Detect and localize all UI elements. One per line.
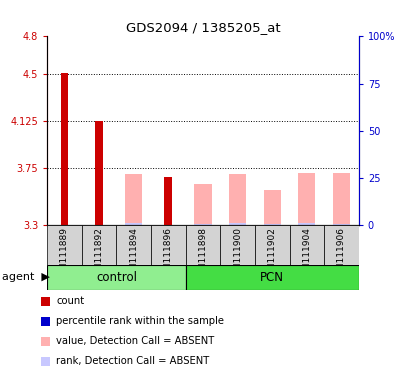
Title: GDS2094 / 1385205_at: GDS2094 / 1385205_at <box>125 21 280 34</box>
Text: agent  ▶: agent ▶ <box>2 272 50 282</box>
Bar <box>185 225 220 265</box>
Bar <box>125 223 142 225</box>
Bar <box>125 174 142 223</box>
Text: GSM111898: GSM111898 <box>198 227 207 281</box>
Bar <box>297 173 315 223</box>
Bar <box>47 225 81 265</box>
Bar <box>95 121 103 225</box>
Bar <box>332 224 349 225</box>
Bar <box>81 225 116 265</box>
Bar <box>47 265 185 290</box>
Text: GSM111906: GSM111906 <box>336 227 345 281</box>
Bar <box>297 223 315 225</box>
Bar <box>332 173 349 224</box>
Text: value, Detection Call = ABSENT: value, Detection Call = ABSENT <box>56 336 214 346</box>
Bar <box>185 265 358 290</box>
Text: GSM111889: GSM111889 <box>60 227 69 281</box>
Bar <box>61 218 68 225</box>
Bar <box>228 223 246 225</box>
Bar <box>263 224 280 225</box>
Bar <box>263 190 280 224</box>
Text: rank, Detection Call = ABSENT: rank, Detection Call = ABSENT <box>56 356 209 366</box>
Text: GSM111902: GSM111902 <box>267 227 276 281</box>
Text: GSM111900: GSM111900 <box>232 227 241 281</box>
Text: GSM111894: GSM111894 <box>129 227 138 281</box>
Bar <box>194 184 211 224</box>
Text: count: count <box>56 296 84 306</box>
Text: percentile rank within the sample: percentile rank within the sample <box>56 316 224 326</box>
Bar <box>164 177 172 225</box>
Text: PCN: PCN <box>260 271 283 284</box>
Bar <box>254 225 289 265</box>
Text: GSM111904: GSM111904 <box>301 227 310 281</box>
Bar <box>228 174 246 223</box>
Bar <box>194 224 211 225</box>
Bar <box>164 222 172 225</box>
Bar <box>324 225 358 265</box>
Bar <box>61 73 68 225</box>
Bar <box>151 225 185 265</box>
Text: GSM111892: GSM111892 <box>94 227 103 281</box>
Text: control: control <box>96 271 137 284</box>
Bar <box>95 220 103 225</box>
Bar <box>220 225 254 265</box>
Text: GSM111896: GSM111896 <box>164 227 173 281</box>
Bar <box>289 225 324 265</box>
Bar <box>116 225 151 265</box>
